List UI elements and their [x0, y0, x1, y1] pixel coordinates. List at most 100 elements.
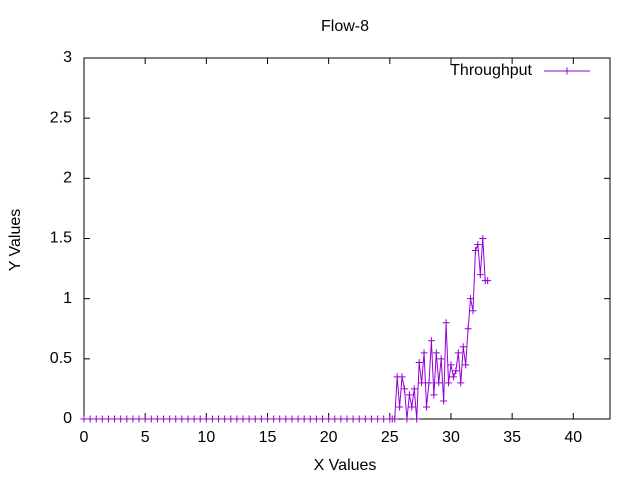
- point-marker: [221, 415, 229, 423]
- point-marker: [361, 415, 369, 423]
- point-marker: [111, 415, 119, 423]
- point-marker: [233, 415, 241, 423]
- point-marker: [462, 361, 470, 369]
- point-marker: [282, 415, 290, 423]
- point-marker: [92, 415, 100, 423]
- point-marker: [190, 415, 198, 423]
- point-marker: [263, 415, 271, 423]
- point-marker: [398, 373, 406, 381]
- point-marker: [408, 403, 416, 411]
- point-marker: [396, 403, 404, 411]
- point-marker: [325, 415, 333, 423]
- point-marker: [425, 379, 433, 387]
- x-tick-label: 15: [259, 429, 277, 446]
- point-marker: [464, 325, 472, 333]
- point-marker: [430, 391, 438, 399]
- point-marker: [367, 415, 375, 423]
- point-marker: [410, 385, 418, 393]
- point-marker: [129, 415, 137, 423]
- x-tick-label: 20: [320, 429, 338, 446]
- point-marker: [153, 415, 161, 423]
- point-marker: [349, 415, 357, 423]
- point-marker: [166, 415, 174, 423]
- y-tick-label: 0: [63, 410, 72, 427]
- point-marker: [196, 415, 204, 423]
- point-marker: [423, 403, 431, 411]
- point-marker: [449, 373, 457, 381]
- point-marker: [80, 415, 88, 423]
- point-marker: [435, 379, 443, 387]
- point-marker: [476, 271, 484, 279]
- point-marker: [391, 415, 399, 423]
- point-marker: [380, 415, 388, 423]
- point-marker: [257, 415, 265, 423]
- point-marker: [202, 415, 210, 423]
- point-marker: [300, 415, 308, 423]
- x-tick-label: 10: [197, 429, 215, 446]
- x-axis-label: X Values: [314, 457, 377, 474]
- point-marker: [343, 415, 351, 423]
- point-marker: [454, 349, 462, 357]
- point-marker: [440, 397, 448, 405]
- point-marker: [420, 349, 428, 357]
- y-tick-label: 0.5: [50, 350, 72, 367]
- point-marker: [141, 415, 149, 423]
- y-tick-label: 2.5: [50, 109, 72, 126]
- point-marker: [117, 415, 125, 423]
- y-tick-label: 1.5: [50, 230, 72, 247]
- point-marker: [337, 415, 345, 423]
- point-marker: [445, 379, 453, 387]
- point-marker: [331, 415, 339, 423]
- point-marker: [432, 349, 440, 357]
- point-marker: [374, 415, 382, 423]
- point-marker: [178, 415, 186, 423]
- point-marker: [98, 415, 106, 423]
- point-marker: [355, 415, 363, 423]
- y-tick-label: 3: [63, 49, 72, 66]
- point-marker: [442, 319, 450, 327]
- point-marker: [457, 379, 465, 387]
- point-marker: [467, 295, 475, 303]
- point-marker: [447, 361, 455, 369]
- point-marker: [471, 247, 479, 255]
- x-tick-label: 40: [564, 429, 582, 446]
- point-marker: [306, 415, 314, 423]
- point-marker: [270, 415, 278, 423]
- x-tick-label: 35: [503, 429, 521, 446]
- point-marker: [104, 415, 112, 423]
- point-marker: [469, 307, 477, 315]
- legend-marker: [563, 67, 571, 75]
- point-marker: [452, 367, 460, 375]
- point-marker: [427, 337, 435, 345]
- point-marker: [484, 277, 492, 285]
- y-axis-label: Y Values: [7, 209, 24, 272]
- point-marker: [276, 415, 284, 423]
- point-marker: [147, 415, 155, 423]
- point-marker: [403, 415, 411, 423]
- x-tick-label: 30: [442, 429, 460, 446]
- y-tick-label: 1: [63, 290, 72, 307]
- point-marker: [415, 358, 423, 366]
- point-marker: [184, 415, 192, 423]
- point-marker: [208, 415, 216, 423]
- point-marker: [239, 415, 247, 423]
- point-marker: [405, 391, 413, 399]
- point-marker: [135, 415, 143, 423]
- point-marker: [215, 415, 223, 423]
- point-marker: [123, 415, 131, 423]
- point-marker: [400, 385, 408, 393]
- point-marker: [251, 415, 259, 423]
- point-marker: [312, 415, 320, 423]
- chart-title: Flow-8: [321, 18, 369, 35]
- legend-label: Throughput: [450, 62, 532, 79]
- point-marker: [474, 241, 482, 249]
- point-marker: [245, 415, 253, 423]
- x-tick-label: 25: [381, 429, 399, 446]
- x-tick-label: 5: [141, 429, 150, 446]
- point-marker: [227, 415, 235, 423]
- point-marker: [413, 415, 421, 423]
- point-marker: [288, 415, 296, 423]
- point-marker: [437, 355, 445, 363]
